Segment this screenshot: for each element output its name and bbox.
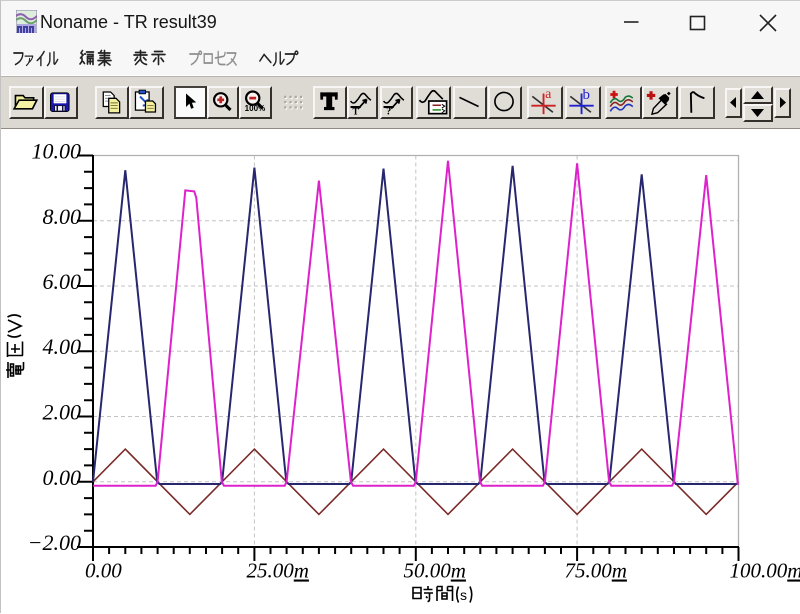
svg-text:100.00m: 100.00m <box>730 559 800 583</box>
svg-text:−2.00: −2.00 <box>28 530 81 555</box>
svg-text:4.00: 4.00 <box>43 334 82 359</box>
svg-text:0.00: 0.00 <box>43 465 82 490</box>
svg-text:6.00: 6.00 <box>43 269 82 294</box>
svg-text:75.00m: 75.00m <box>565 559 627 583</box>
svg-text:0.00: 0.00 <box>85 559 122 583</box>
svg-text:25.00m: 25.00m <box>247 559 309 583</box>
svg-text:10.00: 10.00 <box>32 139 82 164</box>
svg-text:50.00m: 50.00m <box>404 559 466 583</box>
svg-text:8.00: 8.00 <box>43 204 82 229</box>
svg-text:2.00: 2.00 <box>43 400 82 425</box>
svg-text:s: s <box>460 587 467 603</box>
